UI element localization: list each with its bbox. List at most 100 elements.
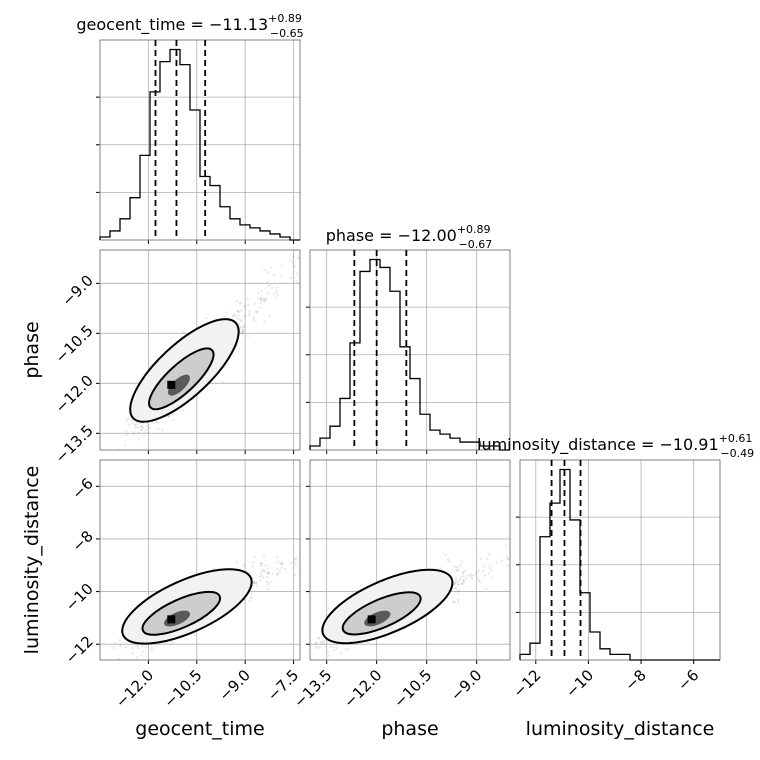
scatter-luminosity-distance-vs-phase-point <box>458 589 461 592</box>
scatter-phase-vs-geocent-time-frame <box>99 249 301 451</box>
scatter-phase-vs-geocent-time-point <box>167 414 171 417</box>
scatter-luminosity-distance-vs-phase-point <box>454 577 458 580</box>
scatter-phase-vs-geocent-time-point <box>255 311 258 314</box>
scatter-luminosity-distance-vs-phase-point <box>512 564 514 566</box>
scatter-phase-vs-geocent-time-point <box>237 310 241 314</box>
scatter-phase-vs-geocent-time-point <box>135 423 138 426</box>
ylabel-luminosity-distance: luminosity_distance <box>21 466 43 655</box>
scatter-luminosity-distance-vs-phase-point <box>515 565 517 567</box>
axis-phase-y-yticklabel-3: −9.0 <box>58 271 96 309</box>
scatter-luminosity-distance-vs-phase-point <box>314 642 317 645</box>
scatter-luminosity-distance-vs-geocent-time-density-peak <box>167 615 176 624</box>
scatter-phase-vs-geocent-time-point <box>349 212 351 214</box>
scatter-phase-vs-geocent-time-point <box>136 426 140 429</box>
scatter-luminosity-distance-vs-geocent-time-point <box>289 561 292 565</box>
scatter-luminosity-distance-vs-phase-point <box>347 648 350 651</box>
scatter-phase-vs-geocent-time-point <box>275 291 278 295</box>
scatter-luminosity-distance-vs-geocent-time-point <box>262 555 266 559</box>
scatter-luminosity-distance-vs-geocent-time-point <box>293 561 296 564</box>
scatter-luminosity-distance-vs-phase-point <box>452 587 455 590</box>
scatter-luminosity-distance-vs-geocent-time-point <box>262 568 265 571</box>
scatter-luminosity-distance-vs-phase-point <box>324 645 328 648</box>
scatter-phase-vs-geocent-time-point <box>318 237 320 239</box>
scatter-luminosity-distance-vs-phase-point <box>453 582 457 586</box>
scatter-phase-vs-geocent-time-point <box>262 268 266 272</box>
scatter-luminosity-distance-vs-geocent-time-point <box>251 560 255 564</box>
scatter-luminosity-distance-vs-geocent-time-point <box>281 563 285 567</box>
scatter-phase-vs-geocent-time-point <box>127 423 131 426</box>
scatter-luminosity-distance-vs-phase-point <box>443 605 446 608</box>
scatter-phase-vs-geocent-time-point <box>244 314 247 318</box>
scatter-luminosity-distance-vs-phase-point <box>469 574 473 578</box>
scatter-luminosity-distance-vs-phase-point <box>474 573 477 576</box>
scatter-luminosity-distance-vs-geocent-time-point <box>275 567 279 571</box>
scatter-luminosity-distance-vs-geocent-time-point <box>294 573 297 576</box>
scatter-phase-vs-geocent-time-point <box>242 325 246 328</box>
scatter-luminosity-distance-vs-phase-point <box>302 648 304 650</box>
scatter-luminosity-distance-vs-phase-point <box>326 650 329 653</box>
scatter-phase-vs-geocent-time-point <box>91 493 93 495</box>
scatter-luminosity-distance-vs-phase-point <box>495 561 499 564</box>
scatter-luminosity-distance-vs-phase-point <box>465 577 468 580</box>
scatter-luminosity-distance-vs-phase-point <box>490 576 493 579</box>
scatter-phase-vs-geocent-time-point <box>280 275 283 278</box>
scatter-phase-vs-geocent-time-point <box>133 424 137 427</box>
scatter-luminosity-distance-vs-geocent-time-point <box>294 557 298 560</box>
scatter-luminosity-distance-vs-phase-point <box>314 640 318 644</box>
scatter-phase-vs-geocent-time-point <box>246 297 249 300</box>
title-luminosity-distance-prefix: luminosity_distance = <box>477 435 659 455</box>
scatter-luminosity-distance-vs-geocent-time-point <box>267 583 270 586</box>
scatter-phase-vs-geocent-time-point <box>242 305 246 308</box>
scatter-phase-vs-geocent-time-point <box>237 314 241 317</box>
scatter-phase-vs-geocent-time-point <box>247 303 250 306</box>
scatter-luminosity-distance-vs-phase-point <box>490 569 493 572</box>
scatter-phase-vs-geocent-time-point <box>118 448 121 450</box>
scatter-luminosity-distance-vs-geocent-time-point <box>283 568 287 571</box>
scatter-luminosity-distance-vs-geocent-time-point <box>261 570 264 573</box>
scatter-phase-vs-geocent-time-point <box>307 280 309 282</box>
scatter-phase-vs-geocent-time-point <box>276 293 279 297</box>
hist-geocent-time-steps <box>99 48 300 241</box>
scatter-phase-vs-geocent-time-point <box>301 242 303 244</box>
scatter-luminosity-distance-vs-phase-point <box>315 645 318 648</box>
axis-phase-xticklabel-2: −10.5 <box>390 666 435 711</box>
scatter-luminosity-distance-vs-phase-point <box>457 583 460 587</box>
scatter-luminosity-distance-vs-geocent-time-point <box>322 546 324 548</box>
scatter-luminosity-distance-vs-geocent-time-point <box>278 570 281 574</box>
scatter-phase-vs-geocent-time-point <box>272 293 276 296</box>
scatter-luminosity-distance-vs-phase-point <box>461 582 464 586</box>
scatter-phase-vs-geocent-time-point <box>246 335 250 338</box>
scatter-luminosity-distance-vs-phase-point <box>460 560 463 563</box>
scatter-luminosity-distance-vs-phase-point <box>513 554 515 556</box>
scatter-phase-vs-geocent-time-point <box>244 306 247 309</box>
scatter-luminosity-distance-vs-geocent-time-point <box>263 570 267 573</box>
scatter-luminosity-distance-vs-geocent-time-point <box>276 560 279 564</box>
title-geocent-time-prefix: geocent_time = <box>76 15 209 35</box>
scatter-phase-vs-geocent-time-point <box>234 315 237 318</box>
scatter-phase-vs-geocent-time-point <box>253 302 257 305</box>
scatter-luminosity-distance-vs-phase-point <box>476 576 479 580</box>
scatter-phase-vs-geocent-time-point <box>143 431 146 434</box>
scatter-phase-vs-geocent-time-point <box>171 413 174 417</box>
scatter-luminosity-distance-vs-phase-point <box>479 557 482 561</box>
scatter-phase-vs-geocent-time-point <box>182 330 185 333</box>
scatter-luminosity-distance-vs-geocent-time-point <box>135 644 139 647</box>
scatter-luminosity-distance-vs-phase-point <box>460 576 463 579</box>
scatter-luminosity-distance-vs-geocent-time-point <box>150 646 154 650</box>
scatter-luminosity-distance-vs-geocent-time-point <box>294 563 298 567</box>
scatter-phase-vs-geocent-time-point <box>259 289 263 293</box>
scatter-luminosity-distance-vs-phase-point <box>482 565 485 568</box>
scatter-luminosity-distance-vs-geocent-time-point <box>301 549 303 551</box>
scatter-luminosity-distance-vs-geocent-time-point <box>260 564 263 568</box>
scatter-phase-vs-geocent-time-point <box>157 421 160 425</box>
scatter-luminosity-distance-vs-geocent-time-point <box>252 581 256 584</box>
scatter-phase-vs-geocent-time-point <box>362 185 364 187</box>
scatter-luminosity-distance-vs-phase-point <box>456 600 460 604</box>
scatter-phase-vs-geocent-time-point <box>231 315 235 318</box>
axis-geocent-time-xticklabel-2: −9.0 <box>215 666 253 704</box>
scatter-luminosity-distance-vs-phase-point <box>461 570 464 574</box>
scatter-phase-vs-geocent-time-point <box>248 313 251 316</box>
axis-luminosity-distance-xticklabel-3: −6 <box>674 666 702 694</box>
scatter-luminosity-distance-vs-geocent-time-point <box>130 647 134 650</box>
scatter-luminosity-distance-vs-geocent-time-point <box>118 643 121 646</box>
